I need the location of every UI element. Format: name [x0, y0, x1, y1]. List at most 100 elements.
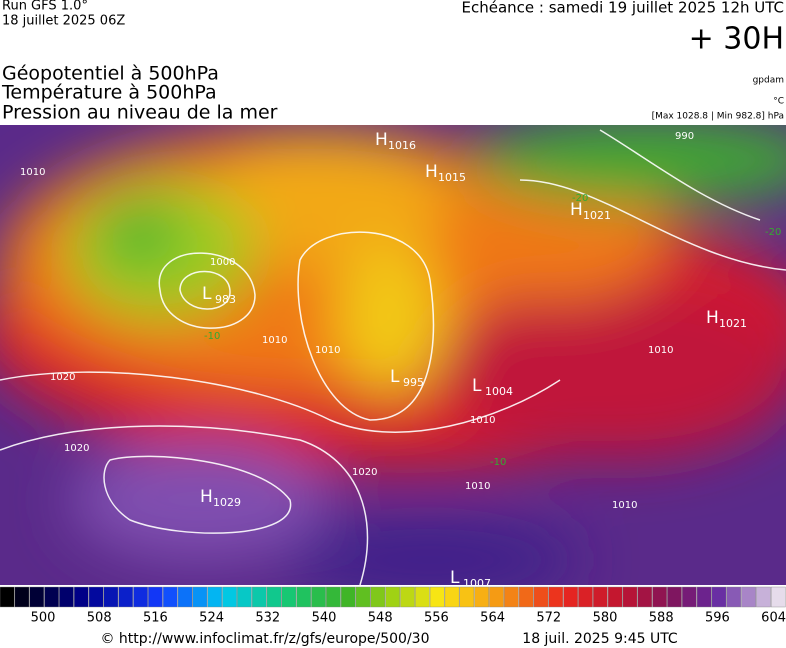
- colorbar-swatch: [192, 586, 208, 608]
- system-kind: H: [375, 130, 388, 150]
- system-value: 1029: [213, 496, 241, 509]
- colorbar-swatch: [29, 586, 45, 608]
- colorbar-swatch: [622, 586, 638, 608]
- system-value: 995: [403, 376, 424, 389]
- colorbar-swatch: [311, 586, 326, 608]
- colorbar-swatch: [103, 586, 119, 608]
- map: [0, 125, 786, 585]
- colorbar-label: 516: [143, 611, 168, 626]
- colorbar-label: 604: [761, 611, 786, 626]
- unit: °C: [773, 97, 784, 107]
- colorbar-swatch: [741, 586, 756, 608]
- title: Géopotentiel à 500hPa: [2, 63, 219, 85]
- colorbar-swatch: [533, 586, 549, 608]
- system-value: 1021: [583, 209, 611, 222]
- isobar-label: 1000: [210, 257, 235, 268]
- colorbar-swatch: [385, 586, 401, 608]
- system-value: 1015: [438, 171, 466, 184]
- system-kind: H: [425, 162, 438, 182]
- colorbar-swatch: [251, 586, 267, 608]
- colorbar-swatch: [326, 586, 341, 608]
- colorbar-swatch: [340, 586, 356, 608]
- colorbar-swatch: [667, 586, 682, 608]
- system-kind: H: [570, 200, 583, 220]
- colorbar-swatch: [756, 586, 771, 608]
- run-date: 18 juillet 2025 06Z: [2, 14, 125, 29]
- title: Température à 500hPa: [1, 82, 217, 104]
- colorbar-label: 588: [649, 611, 674, 626]
- colorbar-swatch: [504, 586, 519, 608]
- colorbar-label: 556: [424, 611, 449, 626]
- system-value: 1016: [388, 139, 416, 152]
- temperature-label: -20: [572, 193, 588, 204]
- colorbar-swatch: [400, 586, 415, 608]
- isobar-label: 1010: [465, 481, 490, 492]
- colorbar-swatch: [177, 586, 193, 608]
- colorbar-swatch: [296, 586, 312, 608]
- colorbar-swatch: [770, 586, 786, 608]
- colorbar-label: 596: [705, 611, 730, 626]
- colorbar-swatch: [0, 586, 15, 608]
- unit: gpdam: [753, 76, 784, 86]
- colorbar-swatch: [237, 586, 252, 608]
- colorbar-label: 500: [31, 611, 56, 626]
- colorbar-swatch: [118, 586, 134, 608]
- temperature-label: -10: [204, 331, 220, 342]
- colorbar-swatch: [429, 586, 445, 608]
- colorbar-swatch: [593, 586, 608, 608]
- system-kind: L: [450, 568, 460, 588]
- colorbar-swatch: [355, 586, 371, 608]
- system-kind: H: [706, 308, 719, 328]
- colorbar-swatch: [266, 586, 282, 608]
- system-value: 1004: [485, 385, 513, 398]
- system-kind: H: [200, 487, 213, 507]
- colorbar-swatch: [148, 586, 163, 608]
- colorbar-swatch: [44, 586, 59, 608]
- footer-time: 18 juil. 2025 9:45 UTC: [522, 631, 678, 647]
- colorbar-swatch: [370, 586, 386, 608]
- isobar-label: 1020: [50, 372, 75, 383]
- colorbar-swatch: [222, 586, 237, 608]
- echeance: Echéance : samedi 19 juillet 2025 12h UT…: [462, 0, 784, 17]
- colorbar-label: 532: [255, 611, 280, 626]
- colorbar-swatch: [696, 586, 712, 608]
- colorbar-swatch: [88, 586, 104, 608]
- colorbar-swatch: [14, 586, 30, 608]
- colorbar-label: 540: [312, 611, 337, 626]
- colorbar-swatch: [726, 586, 742, 608]
- system-value: 1007: [463, 577, 491, 590]
- colorbar-swatch: [563, 586, 578, 608]
- colorbar-swatch: [59, 586, 74, 608]
- run: Run GFS 1.0°: [2, 0, 88, 14]
- footer-url[interactable]: © http://www.infoclimat.fr/z/gfs/europe/…: [100, 631, 429, 647]
- colorbar-label: 572: [536, 611, 561, 626]
- colorbar-label: 564: [480, 611, 505, 626]
- system-kind: L: [472, 376, 482, 396]
- colorbar-swatch: [162, 586, 178, 608]
- isobar-label: 1010: [20, 167, 45, 178]
- colorbar-swatch: [681, 586, 697, 608]
- temperature-label: -20: [765, 227, 781, 238]
- isobar-label: 1010: [648, 345, 673, 356]
- isobar-label: 1010: [612, 500, 637, 511]
- system-kind: L: [202, 284, 212, 304]
- system-value: 1021: [719, 317, 747, 330]
- colorbar-label: 524: [199, 611, 224, 626]
- colorbar-swatch: [711, 586, 727, 608]
- colorbar-swatch: [444, 586, 460, 608]
- system-value: 983: [215, 293, 236, 306]
- colorbar-swatch: [489, 586, 504, 608]
- colorbar-label: 548: [368, 611, 393, 626]
- isobar-label: 1010: [470, 415, 495, 426]
- colorbar-label: 580: [593, 611, 618, 626]
- colorbar-swatch: [518, 586, 534, 608]
- lead-time: + 30H: [689, 22, 784, 57]
- colorbar-swatch: [207, 586, 223, 608]
- title: Pression au niveau de la mer: [2, 102, 278, 124]
- colorbar-swatch: [459, 586, 475, 608]
- colorbar-swatch: [133, 586, 148, 608]
- temperature-label: -10: [490, 457, 506, 468]
- colorbar-swatch: [652, 586, 667, 608]
- colorbar-swatch: [415, 586, 430, 608]
